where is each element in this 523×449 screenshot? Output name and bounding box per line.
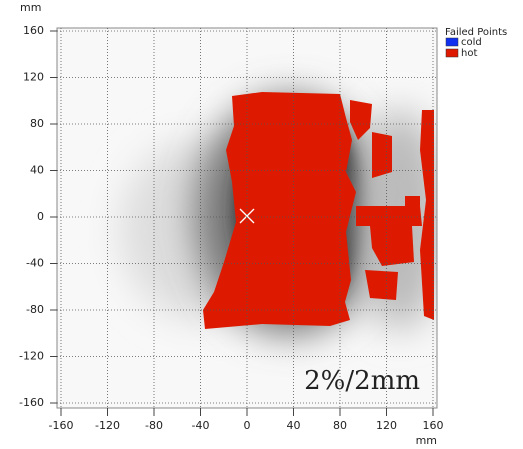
y-tick-label: 120 — [23, 71, 44, 84]
isocenter-marker — [239, 208, 255, 224]
y-tick-label: -80 — [26, 303, 44, 316]
legend-label: hot — [461, 48, 477, 59]
failed-hot-regions — [203, 92, 434, 329]
y-tick-label: 0 — [37, 210, 44, 223]
legend-title: Failed Points — [445, 27, 507, 38]
x-tick-label: 40 — [287, 419, 301, 432]
x-tick-label: 120 — [376, 419, 397, 432]
x-tick-label: -40 — [192, 419, 210, 432]
x-tick-label: 80 — [333, 419, 347, 432]
y-tick-label: -120 — [19, 350, 44, 363]
legend-swatch — [445, 37, 459, 47]
x-unit: mm — [416, 434, 437, 447]
y-tick-label: 40 — [30, 164, 44, 177]
x-tick-label: 160 — [423, 419, 444, 432]
legend-label: cold — [461, 37, 482, 48]
x-tick-label: -80 — [145, 419, 163, 432]
y-tick-label: -160 — [19, 396, 44, 409]
x-tick-label: 0 — [244, 419, 251, 432]
x-tick-label: -120 — [95, 419, 120, 432]
annotation: 2%/2mm — [304, 366, 420, 396]
y-tick-label: 80 — [30, 117, 44, 130]
y-tick-label: -40 — [26, 257, 44, 270]
y-unit: mm — [20, 1, 41, 14]
legend-swatch — [445, 48, 459, 58]
x-tick-label: -160 — [49, 419, 74, 432]
y-tick-label: 160 — [23, 24, 44, 37]
